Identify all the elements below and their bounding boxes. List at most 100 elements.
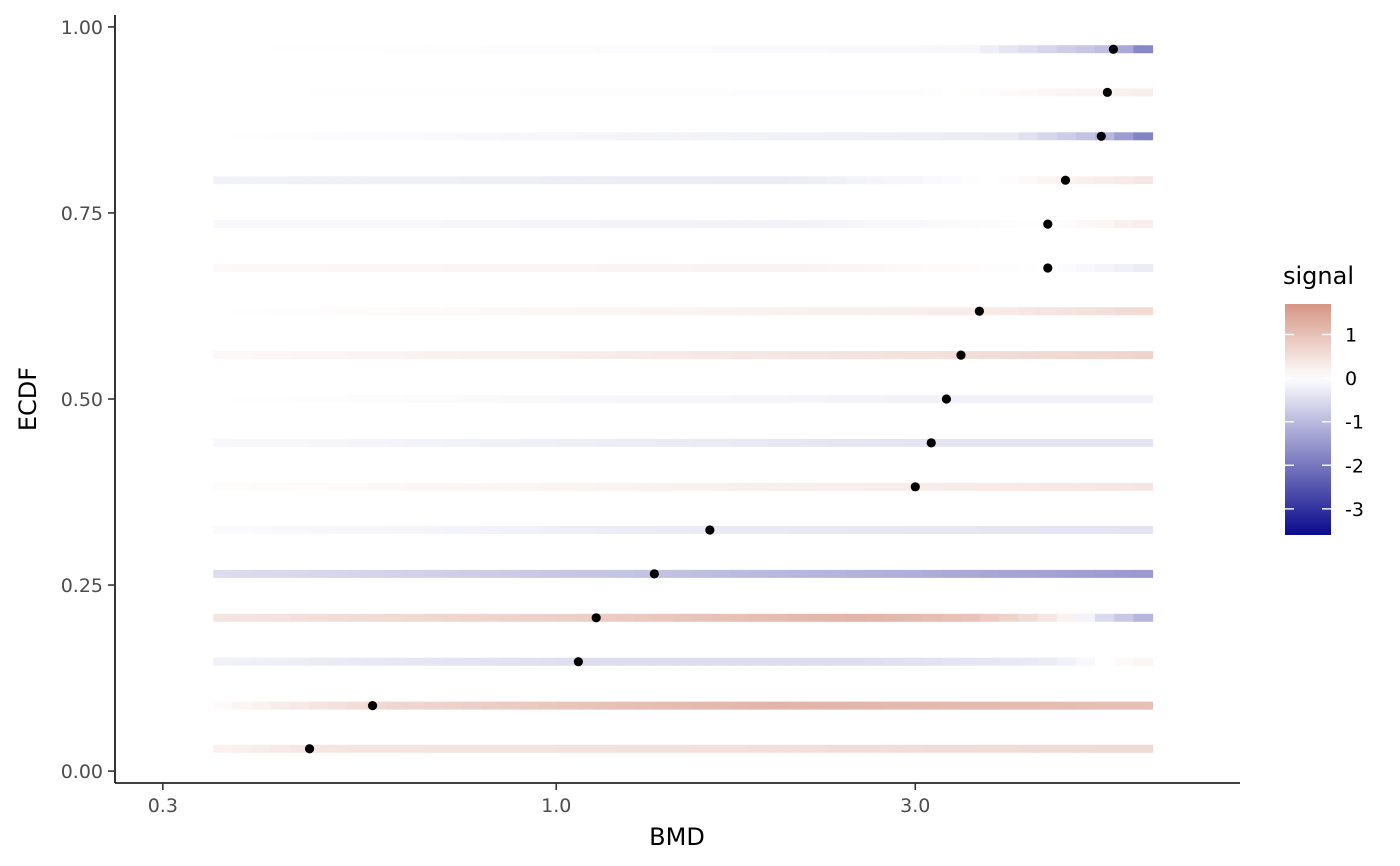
strip-segment — [558, 569, 579, 578]
strip-segment — [558, 176, 579, 185]
strip-segment — [519, 569, 540, 578]
strip-segment — [826, 88, 847, 97]
strip-segment — [769, 569, 789, 578]
strip-segment — [615, 701, 636, 710]
strip-segment — [864, 482, 885, 491]
strip-segment — [539, 220, 559, 229]
strip-segment — [711, 613, 732, 622]
strip-segment — [328, 744, 348, 753]
strip-segment — [634, 438, 655, 447]
strip-segment — [922, 657, 943, 666]
strip-segment — [788, 613, 809, 622]
strip-segment — [443, 45, 463, 54]
strip-segment — [980, 657, 1000, 666]
strip-segment — [922, 176, 943, 185]
strip-segment — [903, 264, 924, 273]
strip-segment — [385, 88, 406, 97]
strip-segment — [500, 482, 521, 491]
strip-segment — [960, 438, 981, 447]
strip-segment — [309, 701, 329, 710]
y-axis-title: ECDF — [14, 367, 42, 431]
strip-segment — [711, 395, 732, 403]
strip-segment — [289, 613, 310, 622]
strip-segment — [673, 264, 694, 273]
strip-segment — [788, 351, 809, 360]
strip-segment — [366, 613, 387, 622]
strip-segment — [845, 395, 866, 403]
strip-segment — [673, 657, 694, 666]
strip-segment — [884, 657, 904, 666]
strip-segment — [500, 307, 521, 316]
strip-segment — [366, 395, 387, 403]
strip-segment — [519, 613, 540, 622]
strip-segment — [769, 657, 789, 666]
strip-segment — [1018, 657, 1039, 666]
strip-segment — [443, 482, 463, 491]
legend-tick-label: -2 — [1345, 455, 1364, 477]
strip-segment — [999, 88, 1019, 97]
strip-segment — [328, 657, 348, 666]
strip-segment — [999, 45, 1019, 54]
strip-segment — [462, 88, 483, 97]
strip-segment — [654, 482, 674, 491]
strip-segment — [999, 307, 1019, 316]
strip-segment — [711, 482, 732, 491]
strip-segment — [366, 482, 387, 491]
strip-segment — [385, 395, 406, 403]
strip-segment — [519, 307, 540, 316]
strip-segment — [443, 701, 463, 710]
strip-segment — [596, 744, 617, 753]
strip-segment — [1018, 744, 1039, 753]
strip-segment — [213, 525, 233, 534]
strip-segment — [941, 307, 962, 316]
strip-segment — [960, 351, 981, 360]
strip-segment — [558, 482, 579, 491]
strip-segment — [404, 220, 425, 229]
strip-segment — [385, 45, 406, 54]
strip-segment — [347, 744, 368, 753]
strip-segment — [749, 45, 770, 54]
strip-segment — [596, 701, 617, 710]
strip-segment — [903, 701, 924, 710]
strip-segment — [673, 701, 694, 710]
strip-segment — [213, 132, 233, 141]
strip-segment — [539, 438, 559, 447]
strip-segment — [864, 176, 885, 185]
strip-segment — [213, 569, 233, 578]
strip-segment — [654, 45, 674, 54]
strip-segment — [1018, 307, 1039, 316]
legend-ticks: 1 0 -1 -2 -3 — [1285, 325, 1364, 521]
strip-segment — [692, 525, 713, 534]
strip-segment — [1075, 351, 1096, 360]
strip-segment — [711, 88, 732, 97]
strip-segment — [251, 613, 272, 622]
strip-segment — [1133, 45, 1154, 54]
strip-segment — [769, 482, 789, 491]
strip-segment — [1018, 525, 1039, 534]
strip-segment — [328, 132, 348, 141]
strip-segment — [539, 613, 559, 622]
strip-segment — [481, 264, 502, 273]
strip-segment — [903, 525, 924, 534]
strip-segment — [1018, 395, 1039, 403]
strip-segment — [424, 657, 444, 666]
strip-segment — [1037, 88, 1058, 97]
strip-segment — [1056, 438, 1077, 447]
strip-segment — [500, 220, 521, 229]
strip-segment — [481, 525, 502, 534]
strip-segment — [999, 395, 1019, 403]
strip-segment — [443, 264, 463, 273]
strip-segment — [884, 176, 904, 185]
strip-segment — [596, 569, 617, 578]
strip-segment — [807, 264, 828, 273]
strip-segment — [692, 88, 713, 97]
strip-segment — [960, 744, 981, 753]
strip-segment — [270, 132, 291, 141]
strip-segment — [692, 132, 713, 141]
strip-segment — [788, 45, 809, 54]
strip-segment — [366, 744, 387, 753]
strip-segment — [807, 482, 828, 491]
strip-segment — [864, 264, 885, 273]
strip-segment — [558, 264, 579, 273]
strip-segment — [558, 88, 579, 97]
